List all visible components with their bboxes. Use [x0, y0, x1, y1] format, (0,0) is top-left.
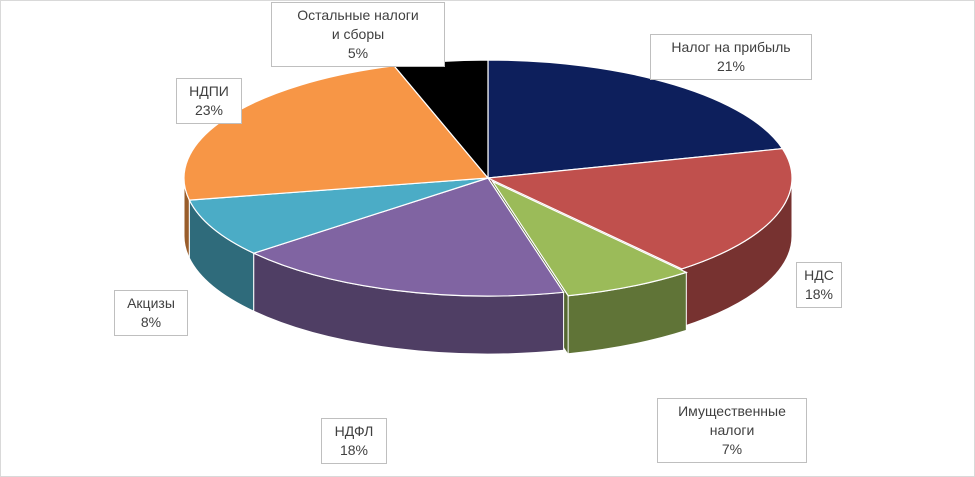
slice-profit-tax	[487, 59, 784, 179]
label-property-tax-pct: 7%	[721, 441, 743, 457]
label-excise-pct: 8%	[140, 314, 162, 330]
pie-tops	[183, 59, 793, 297]
label-ndpi-pct: 23%	[194, 102, 224, 118]
label-vat-pct: 18%	[804, 286, 834, 302]
slice-excise	[188, 177, 489, 254]
label-profit-tax: Налог на прибыль 21%	[650, 34, 812, 80]
slice-vat	[485, 148, 793, 270]
label-vat: НДС 18%	[796, 262, 842, 308]
label-ndpi-name: НДПИ	[189, 83, 229, 99]
slice-ndfl	[252, 177, 565, 297]
label-profit-tax-name: Налог на прибыль	[671, 39, 791, 55]
label-other-taxes: Остальные налоги и сборы 5%	[271, 2, 445, 67]
label-profit-tax-pct: 21%	[716, 58, 746, 74]
label-property-tax: Имущественные налоги 7%	[657, 398, 807, 463]
label-excise-name: Акцизы	[127, 295, 175, 311]
label-property-tax-name: Имущественные налоги	[678, 403, 786, 438]
label-excise: Акцизы 8%	[114, 290, 188, 336]
label-ndfl-name: НДФЛ	[334, 423, 374, 439]
label-other-taxes-pct: 5%	[347, 45, 369, 61]
label-other-taxes-name: Остальные налоги и сборы	[297, 7, 419, 42]
label-ndpi: НДПИ 23%	[176, 78, 242, 124]
label-vat-name: НДС	[804, 267, 834, 283]
slice-property-tax	[490, 180, 688, 297]
label-ndfl-pct: 18%	[339, 442, 369, 458]
label-ndfl: НДФЛ 18%	[321, 418, 387, 464]
